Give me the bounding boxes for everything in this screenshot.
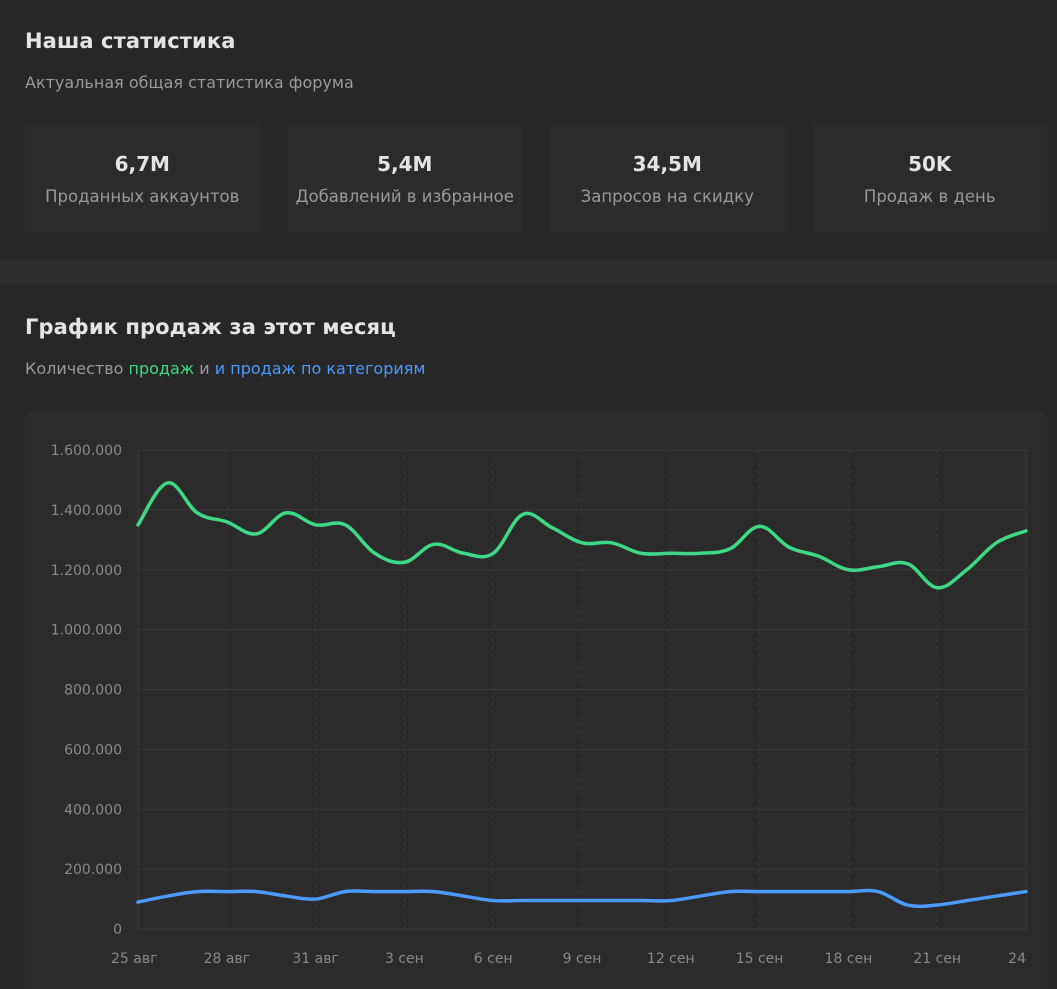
subtitle-sales-link: продаж: [128, 359, 195, 378]
stat-card-discount-requests: 34,5M Запросов на скидку: [550, 126, 785, 232]
x-tick-label: 28 авг: [204, 951, 250, 967]
stat-label: Проданных аккаунтов: [45, 187, 240, 206]
stat-label: Продаж в день: [863, 187, 996, 206]
x-tick-label: 18 сен: [825, 951, 873, 967]
x-tick-label: 21 сен: [913, 951, 961, 967]
sales-line-chart: 0 200.000 400.000 600.000 800.000 1.000.000 1.…: [51, 443, 1028, 967]
x-tick-label: 12 сен: [647, 951, 695, 967]
stats-cards: 6,7M Проданных аккаунтов 5,4M Добавлений…: [25, 126, 1047, 232]
sales-chart-container: 0 200.000 400.000 600.000 800.000 1.000.000 1.…: [25, 412, 1047, 989]
y-tick-label: 1.000.000: [51, 623, 122, 639]
y-tick-label: 1.400.000: [51, 503, 122, 519]
y-tick-label: 1.600.000: [51, 443, 122, 459]
stat-card-daily-sales: 50K Продаж в день: [812, 126, 1047, 232]
stat-card-favorites: 5,4M Добавлений в избранное: [287, 126, 522, 232]
stat-card-sold-accounts: 6,7M Проданных аккаунтов: [25, 126, 260, 232]
subtitle-mid: и: [199, 359, 210, 378]
stats-title: Наша статистика: [25, 29, 236, 53]
section-divider: [0, 260, 1057, 284]
x-tick-label: 15 сен: [736, 951, 784, 967]
y-tick-label: 200.000: [64, 862, 122, 878]
x-tick-label: 24: [1008, 951, 1026, 967]
y-tick-label: 0: [113, 922, 122, 938]
chart-subtitle: Количество продаж и и продаж по категори…: [25, 359, 425, 378]
x-tick-label: 3 сен: [385, 951, 424, 967]
stat-label: Запросов на скидку: [580, 187, 754, 206]
y-tick-label: 400.000: [64, 802, 122, 818]
stat-value: 5,4M: [377, 152, 433, 176]
chart-title: График продаж за этот месяц: [25, 315, 396, 339]
subtitle-prefix: Количество: [25, 359, 124, 378]
subtitle-categories-link: и продаж по категориям: [214, 359, 426, 378]
y-tick-label: 600.000: [64, 742, 122, 758]
category-sales-series-line: [136, 888, 1028, 909]
stat-label: Добавлений в избранное: [295, 187, 514, 206]
y-tick-label: 800.000: [64, 683, 122, 699]
x-tick-label: 9 сен: [563, 951, 602, 967]
x-tick-label: 25 авг: [111, 951, 157, 967]
stats-subtitle: Актуальная общая статистика форума: [25, 73, 354, 92]
sales-series-line: [136, 481, 1028, 590]
stat-value: 50K: [908, 152, 952, 176]
y-tick-label: 1.200.000: [51, 563, 122, 579]
stat-value: 6,7M: [114, 152, 170, 176]
stat-value: 34,5M: [632, 152, 702, 176]
x-tick-label: 6 сен: [474, 951, 513, 967]
x-tick-label: 31 авг: [292, 951, 338, 967]
